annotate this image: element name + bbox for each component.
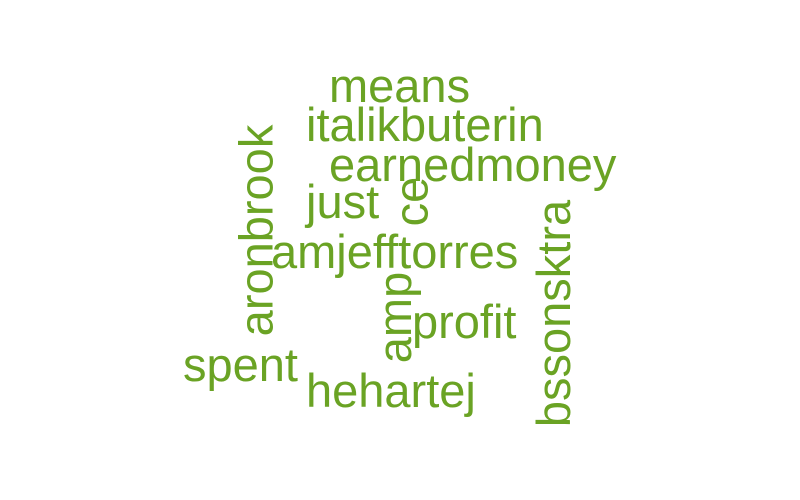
word-hehartej: hehartej bbox=[306, 364, 476, 417]
word-means: means bbox=[329, 59, 471, 112]
word-amjefftorres: amjefftorres bbox=[271, 225, 519, 278]
word-bssonsktra: bssonsktra bbox=[527, 199, 581, 428]
word-spent: spent bbox=[183, 338, 298, 391]
word-profit: profit bbox=[412, 295, 517, 348]
word-earnedmoney: earnedmoney bbox=[329, 138, 617, 191]
word-ce: ce bbox=[384, 176, 438, 227]
word-just: just bbox=[306, 175, 380, 228]
word-italikbuterin: italikbuterin bbox=[306, 98, 544, 151]
